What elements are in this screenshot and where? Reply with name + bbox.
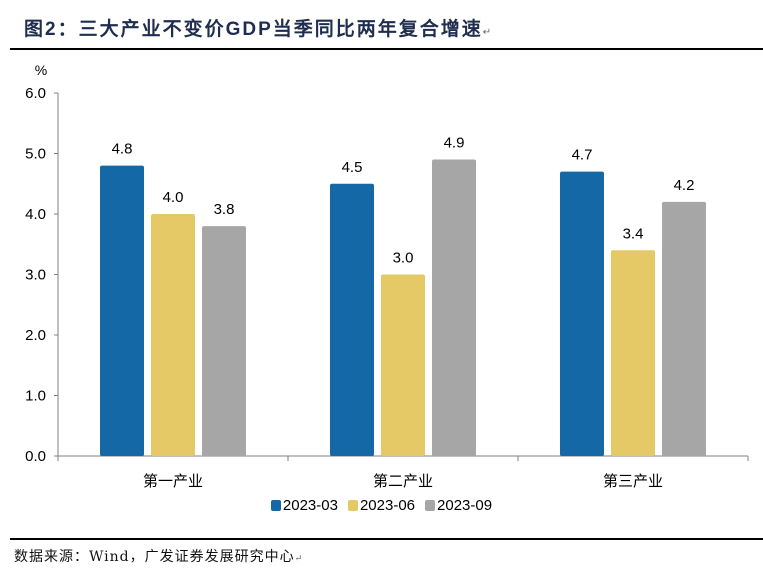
- bar: [151, 214, 195, 456]
- x-tick-label: 第三产业: [603, 472, 663, 490]
- legend-item: 2023-09: [425, 497, 492, 514]
- data-label: 4.2: [674, 177, 695, 194]
- bar: [662, 201, 706, 456]
- data-label: 3.4: [623, 225, 644, 242]
- bar: [560, 171, 604, 456]
- x-axis: 第一产业 第二产业 第三产业: [57, 455, 749, 490]
- bar: [202, 226, 246, 456]
- legend-swatch: [347, 500, 358, 511]
- data-label: 4.5: [342, 159, 363, 176]
- paragraph-mark-icon: ↵: [482, 27, 492, 38]
- y-tick-label: 0.0: [25, 448, 46, 465]
- y-axis-unit-label: %: [35, 62, 47, 78]
- y-tick-label: 2.0: [25, 327, 46, 344]
- bottom-divider: [10, 538, 763, 540]
- y-tick-label: 5.0: [25, 146, 46, 163]
- bar: [330, 183, 374, 456]
- bar: [432, 159, 476, 457]
- bar: [381, 274, 425, 456]
- data-label: 3.0: [393, 250, 414, 267]
- y-tick-label: 4.0: [25, 206, 46, 223]
- x-tick-label: 第二产业: [373, 472, 433, 490]
- chart-legend: 2023-03 2023-06 2023-09: [0, 497, 763, 514]
- y-tick-label: 6.0: [25, 85, 46, 102]
- paragraph-mark-icon: ↵: [294, 554, 304, 564]
- data-label: 3.8: [214, 201, 235, 218]
- bar: [100, 165, 144, 456]
- bars: [100, 159, 706, 457]
- legend-label: 2023-09: [437, 497, 493, 514]
- data-label: 4.9: [444, 135, 465, 152]
- data-labels: 4.8 4.0 3.8 4.5 3.0 4.9 4.7 3.4 4.2: [112, 135, 695, 267]
- y-tick-label: 1.0: [25, 388, 46, 405]
- source-text: 数据来源：Wind，广发证券发展研究中心: [14, 549, 295, 565]
- legend-item: 2023-06: [347, 497, 416, 514]
- data-label: 4.8: [112, 141, 133, 158]
- legend-item: 2023-03: [270, 497, 338, 514]
- figure-title-text: 图2：三大产业不变价GDP当季同比两年复合增速: [24, 19, 483, 40]
- legend-label: 2023-06: [359, 497, 416, 514]
- x-tick-label: 第一产业: [143, 472, 203, 490]
- data-label: 4.7: [572, 147, 593, 164]
- legend-swatch: [425, 500, 436, 511]
- legend-label: 2023-03: [282, 497, 338, 514]
- bar: [611, 250, 655, 456]
- top-divider: [10, 48, 763, 50]
- y-tick-label: 3.0: [25, 267, 46, 284]
- legend-swatch: [270, 500, 281, 511]
- figure-title: 图2：三大产业不变价GDP当季同比两年复合增速↵: [24, 14, 491, 41]
- y-axis: 0.0 1.0 2.0 3.0 4.0 5.0 6.0: [25, 85, 59, 465]
- data-label: 4.0: [163, 189, 184, 206]
- source-note: 数据来源：Wind，广发证券发展研究中心↵: [14, 546, 303, 566]
